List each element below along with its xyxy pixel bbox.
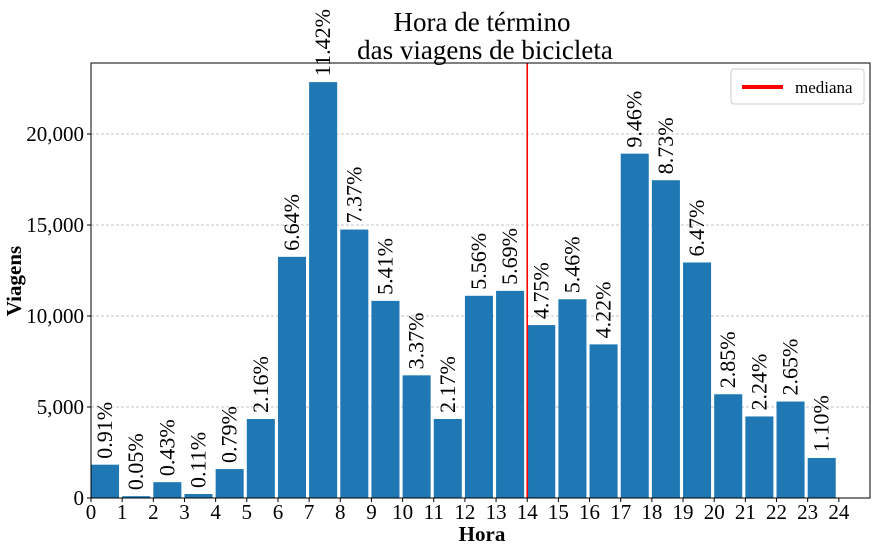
bar-label: 2.24% (746, 354, 771, 411)
bar (464, 295, 493, 498)
bar-label: 2.65% (778, 339, 803, 396)
x-tick-label: 0 (86, 500, 97, 524)
chart-title-line2: das viagens de bicicleta (357, 35, 613, 65)
bar (745, 416, 774, 498)
bar-labels: 0.91%0.05% 0.43% 0.11% 0.79%2.16% 6.64% 11.42… (92, 9, 834, 490)
x-tick-label: 7 (304, 500, 315, 524)
bar (433, 419, 462, 498)
bar (184, 493, 213, 498)
bar (215, 469, 244, 498)
bar-label: 4.22% (591, 282, 616, 339)
x-tick-label: 23 (797, 500, 818, 524)
x-tick-label: 11 (424, 500, 444, 524)
bar-label: 4.75% (528, 262, 553, 319)
x-tick-label: 15 (548, 500, 569, 524)
legend-box (730, 68, 865, 105)
bar-label: 2.17% (435, 356, 460, 413)
legend-median-label: mediana (795, 78, 853, 97)
x-tick-label: 10 (392, 500, 413, 524)
x-axis-label: Hora (459, 522, 506, 546)
bar-label: 0.05% (123, 433, 148, 490)
x-tick-label: 12 (454, 500, 475, 524)
bar-label: 5.69% (497, 228, 522, 285)
x-tick-label: 18 (641, 500, 662, 524)
bar (527, 325, 556, 498)
bar (714, 394, 743, 498)
x-tick-label: 22 (766, 500, 787, 524)
x-tick-label: 19 (673, 500, 694, 524)
x-axis-ticks: 0 1 2 3 4 5 6 7 8 9 10 11 12 13 14 15 16 17 18 19 20 21 22 23 24 (86, 498, 850, 524)
bar-label: 5.56% (466, 233, 491, 290)
bar (371, 300, 400, 498)
bar-label: 11.42% (310, 9, 335, 76)
x-tick-label: 1 (117, 500, 128, 524)
bar (651, 180, 680, 499)
bar (807, 457, 836, 498)
bar (340, 229, 369, 498)
bar (589, 344, 618, 498)
x-tick-label: 5 (242, 500, 253, 524)
bar (277, 256, 307, 498)
bar-label: 8.73% (653, 117, 678, 174)
bar (683, 262, 712, 498)
bar-label: 0.11% (186, 432, 211, 488)
bar (620, 153, 649, 498)
y-tick-label: 10,000 (26, 304, 84, 328)
chart-title-line1: Hora de término (394, 7, 571, 37)
x-tick-label: 21 (735, 500, 756, 524)
y-tick-label: 20,000 (26, 122, 84, 146)
bars (91, 82, 836, 499)
bar (776, 401, 805, 498)
bar-label: 7.37% (341, 167, 366, 224)
x-tick-label: 2 (148, 500, 159, 524)
bar (122, 496, 151, 498)
y-tick-label: 15,000 (26, 213, 84, 237)
legend: mediana (730, 68, 865, 105)
bar-label: 0.79% (217, 406, 242, 463)
x-tick-label: 20 (704, 500, 725, 524)
bar-label: 0.43% (154, 419, 179, 476)
x-tick-label: 13 (486, 500, 507, 524)
x-tick-label: 14 (517, 500, 539, 524)
bar (91, 464, 120, 498)
bar (402, 375, 431, 498)
bar-label: 5.46% (559, 236, 584, 293)
bar (496, 290, 525, 498)
bar-label: 9.46% (622, 91, 647, 148)
x-tick-label: 8 (335, 500, 346, 524)
y-axis-ticks: 0 5,000 10,000 15,000 20,000 (26, 122, 91, 510)
bar-label: 6.64% (279, 194, 304, 251)
x-tick-label: 16 (579, 500, 600, 524)
y-tick-label: 0 (74, 486, 85, 510)
bar (153, 482, 182, 498)
bar (309, 82, 338, 499)
bar-label: 5.41% (372, 238, 397, 295)
bar (558, 299, 587, 498)
y-tick-label: 5,000 (37, 395, 84, 419)
x-tick-label: 4 (210, 500, 221, 524)
bar-label: 6.47% (684, 200, 709, 257)
bar-label: 2.16% (248, 356, 273, 413)
bar-label: 2.85% (715, 331, 740, 388)
y-axis-label: Viagens (2, 246, 26, 316)
bar-label: 0.91% (92, 402, 117, 459)
x-tick-label: 24 (828, 500, 850, 524)
bar-label: 1.10% (809, 395, 834, 452)
x-tick-label: 17 (610, 500, 631, 524)
bar (246, 419, 275, 498)
plot-frame (90, 62, 871, 499)
bar-label: 3.37% (404, 312, 429, 369)
x-tick-label: 9 (366, 500, 377, 524)
x-tick-label: 3 (179, 500, 190, 524)
x-tick-label: 6 (273, 500, 284, 524)
